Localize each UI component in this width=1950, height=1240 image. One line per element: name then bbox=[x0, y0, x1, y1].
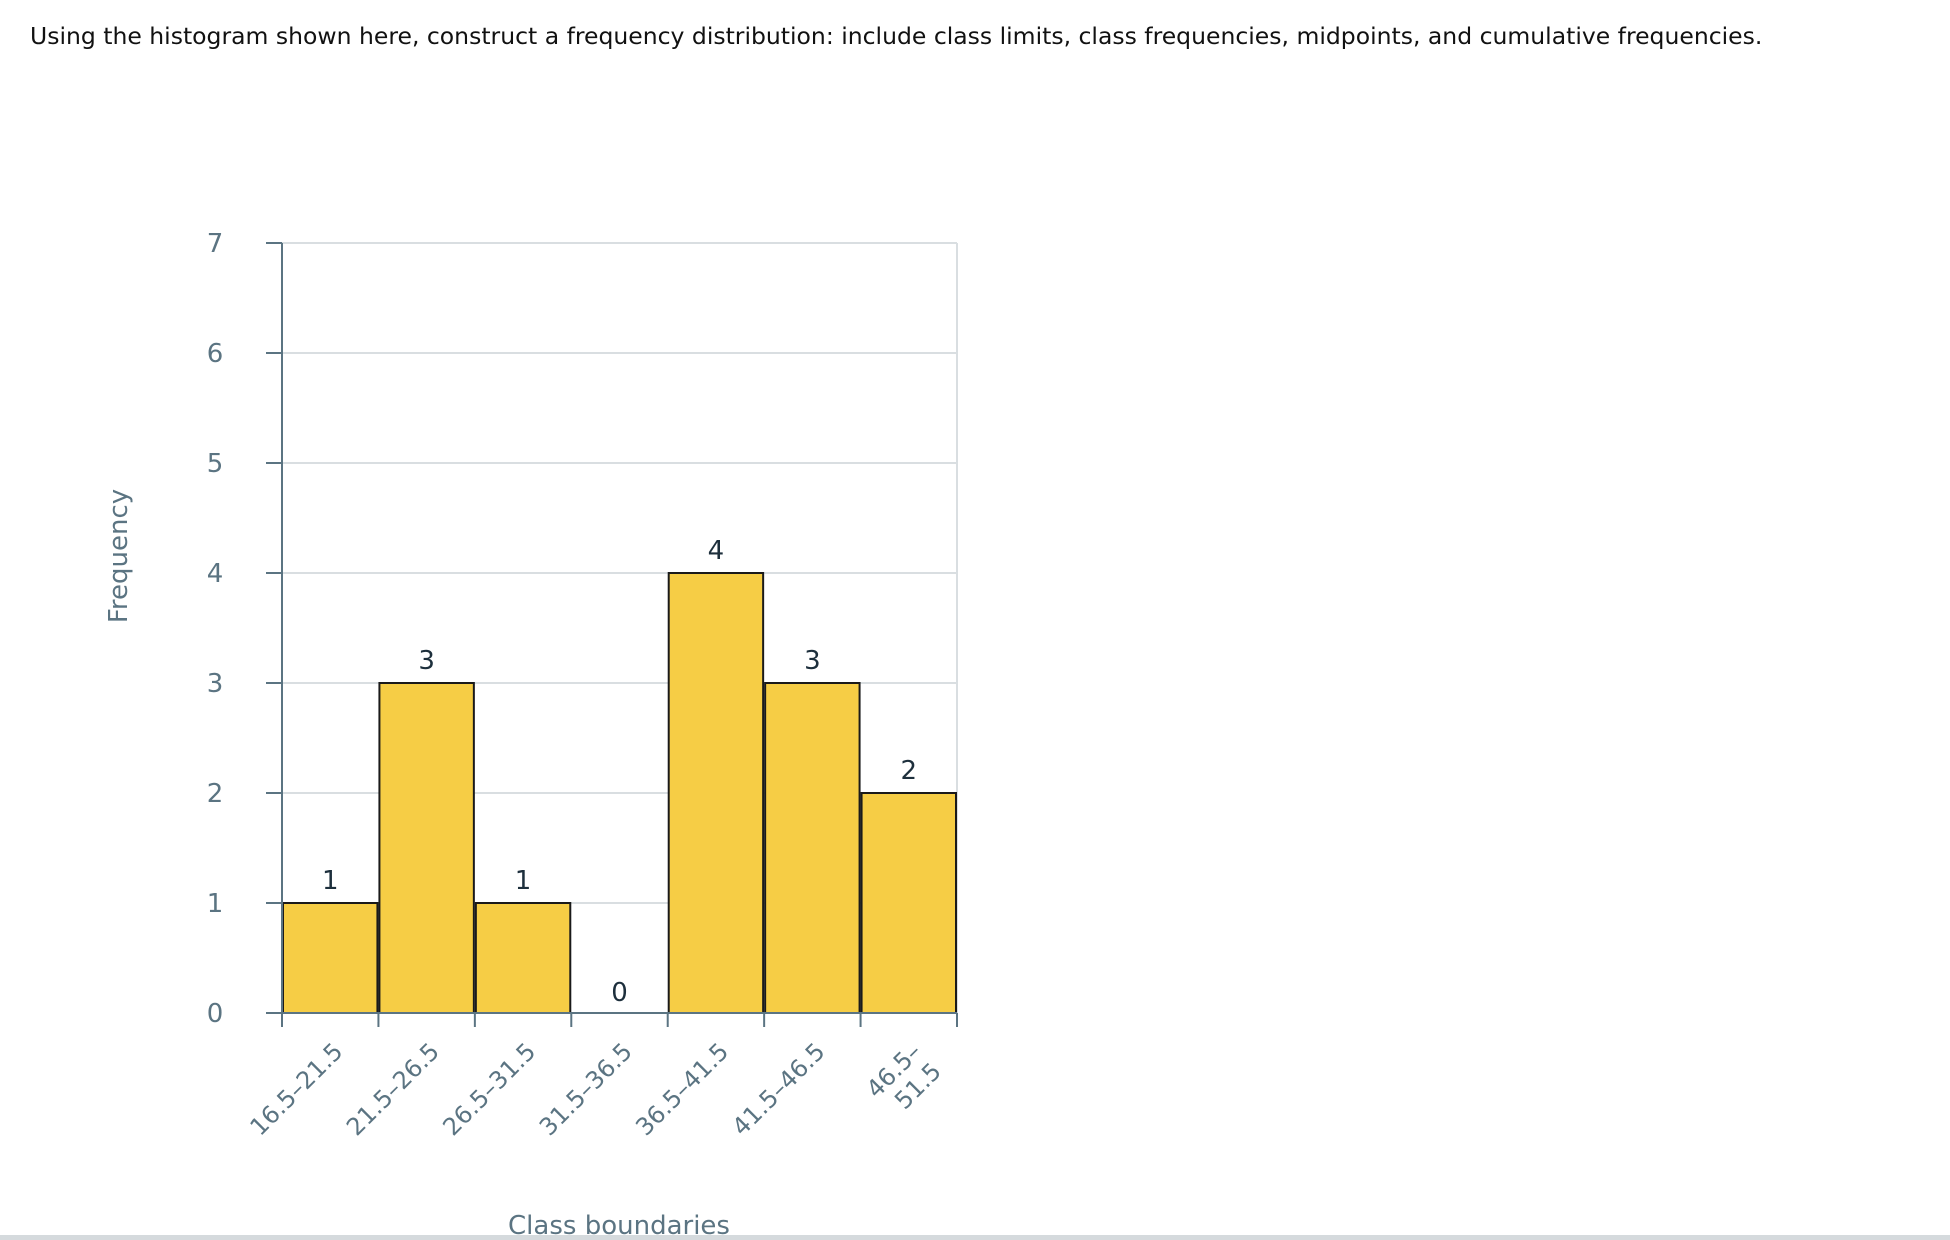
x-tick-label-line: 31.5–36.5 bbox=[534, 1037, 638, 1141]
bar-value-label: 3 bbox=[418, 646, 435, 676]
x-tick-labels: 16.5–21.521.5–26.526.5–31.531.5–36.536.5… bbox=[245, 1037, 947, 1141]
bar-value-label: 0 bbox=[611, 978, 628, 1008]
bar bbox=[764, 682, 861, 1014]
y-tick-label: 4 bbox=[207, 559, 224, 589]
y-tick-label: 6 bbox=[207, 339, 224, 369]
bar bbox=[378, 682, 475, 1014]
x-tick-label: 16.5–21.5 bbox=[245, 1037, 349, 1141]
x-tick-label-line: 21.5–26.5 bbox=[341, 1037, 445, 1141]
bar bbox=[474, 902, 572, 1014]
y-tick-label: 2 bbox=[207, 779, 224, 809]
x-tick-label: 21.5–26.5 bbox=[341, 1037, 445, 1141]
question-text: Using the histogram shown here, construc… bbox=[30, 22, 1763, 50]
y-tick-label: 3 bbox=[207, 669, 224, 699]
bar-value-label: 4 bbox=[708, 536, 725, 566]
bar bbox=[860, 792, 957, 1014]
bar-value-label: 3 bbox=[804, 646, 821, 676]
y-tick-labels: 0 1 2 3 4 5 6 7 bbox=[207, 229, 224, 1029]
y-tick-label: 1 bbox=[207, 889, 224, 919]
x-tick-label-line: 26.5–31.5 bbox=[437, 1037, 541, 1141]
x-tick-label: 46.5–51.5 bbox=[861, 1037, 947, 1123]
x-tick-label: 26.5–31.5 bbox=[437, 1037, 541, 1141]
bar-value-label: 1 bbox=[515, 866, 532, 896]
data-labels: 1 3 1 0 4 3 2 bbox=[322, 536, 917, 1008]
x-tick-label-line: 16.5–21.5 bbox=[245, 1037, 349, 1141]
bars bbox=[282, 572, 957, 1014]
x-tick-label: 36.5–41.5 bbox=[630, 1037, 734, 1141]
bar bbox=[667, 572, 765, 1014]
axes bbox=[266, 242, 958, 1027]
y-tick-label: 5 bbox=[207, 449, 224, 479]
x-tick-label: 41.5–46.5 bbox=[727, 1037, 831, 1141]
bar-value-label: 2 bbox=[901, 756, 918, 786]
y-tick-label: 7 bbox=[207, 229, 224, 259]
x-tick-label-line: 41.5–46.5 bbox=[727, 1037, 831, 1141]
x-tick-label-line: 36.5–41.5 bbox=[630, 1037, 734, 1141]
bar-value-label: 1 bbox=[322, 866, 339, 896]
y-axis-title: Frequency bbox=[104, 489, 134, 623]
y-tick-label: 0 bbox=[207, 999, 224, 1029]
bottom-divider bbox=[0, 1235, 1950, 1240]
bar bbox=[282, 902, 379, 1014]
x-tick-label: 31.5–36.5 bbox=[534, 1037, 638, 1141]
